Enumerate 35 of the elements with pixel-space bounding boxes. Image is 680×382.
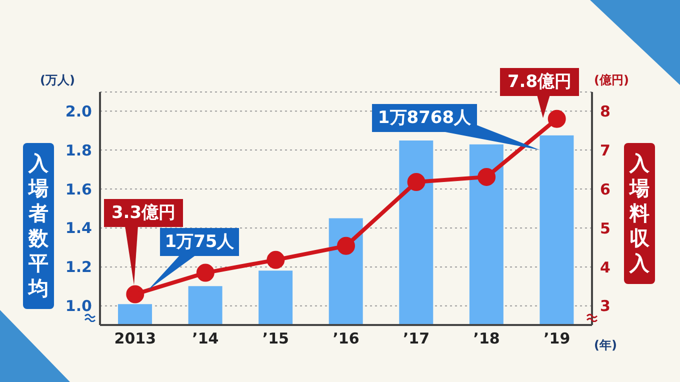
x-tick-label: ’14 <box>192 330 219 348</box>
annotation: 1万75人 <box>160 228 239 256</box>
y2-tick-label: 7 <box>600 141 610 160</box>
annotation: 7.8億円 <box>500 68 579 96</box>
y2-tick-label: 3 <box>600 297 610 316</box>
y-tick-label: 1.6 <box>65 180 92 198</box>
point <box>266 250 285 269</box>
x-tick-label: 2013 <box>114 330 156 348</box>
point <box>407 173 426 192</box>
y-tick-label: 2.0 <box>65 102 92 121</box>
point <box>478 168 496 186</box>
text: (万人) <box>40 72 75 89</box>
y2-tick-label: 8 <box>600 102 610 120</box>
y-axis-title: 入場者数平均 <box>26 151 50 301</box>
x-tick-label: ’15 <box>262 330 290 348</box>
annotation: 3.3億円 <box>104 199 183 227</box>
y-tick-label: 1.8 <box>65 142 92 160</box>
annotation: 1万8768人 <box>372 104 477 132</box>
x-tick-label: ’16 <box>332 330 360 348</box>
y-tick-label: 1.4 <box>65 219 92 238</box>
y2-axis-title: 入場料収入 <box>628 151 650 276</box>
point <box>548 110 566 128</box>
y2-tick-label: 6 <box>600 180 610 198</box>
y2-tick-label: 4 <box>600 258 610 276</box>
y-tick-label: 1.0 <box>65 296 92 315</box>
point <box>126 285 144 304</box>
point <box>337 236 355 255</box>
y2-tick-label: 5 <box>600 219 610 238</box>
x-tick-label: ’19 <box>544 330 570 348</box>
y-tick-label: 1.2 <box>65 258 92 276</box>
text: (億円) <box>594 72 629 89</box>
x-tick-label: ’18 <box>473 330 500 348</box>
point <box>196 264 214 282</box>
text: (年) <box>594 337 617 354</box>
x-tick-label: ’17 <box>402 330 430 348</box>
